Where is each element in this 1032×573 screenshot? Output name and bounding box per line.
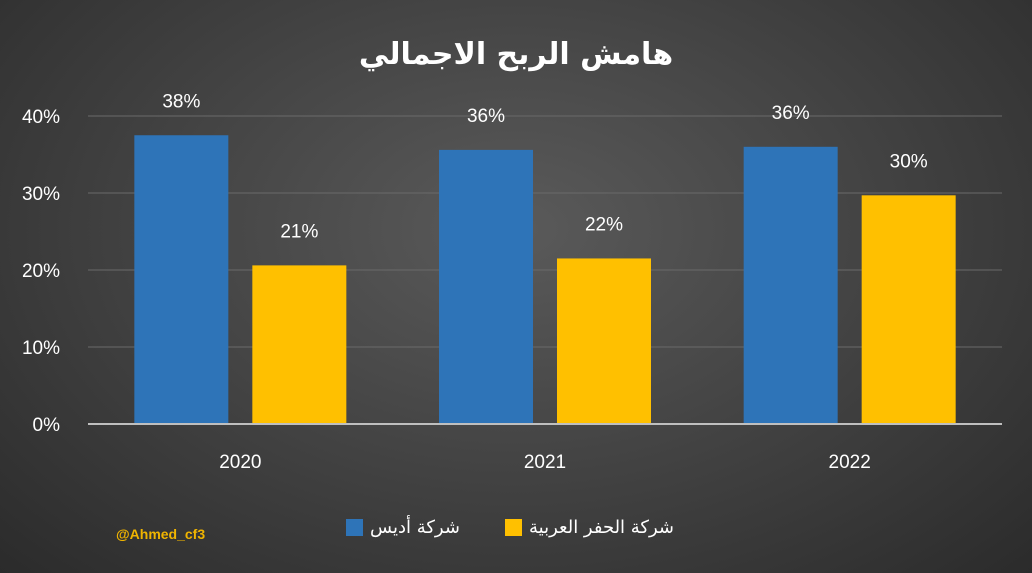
y-tick-label: 40%	[22, 107, 60, 128]
chart-title: هامش الربح الاجمالي	[359, 37, 673, 72]
x-axis-categories: 2020 2021 2022	[219, 452, 871, 473]
x-category-label: 2020	[219, 452, 261, 473]
y-tick-label: 30%	[22, 184, 60, 205]
bar-series-1-2022	[743, 146, 838, 425]
legend-swatch-series-1	[346, 519, 363, 536]
bar-series-2-2020	[252, 265, 347, 424]
legend-label-series-1: شركة أديس	[370, 515, 460, 538]
legend: شركة أديس شركة الحفر العربية	[346, 515, 674, 538]
data-label-series-2-2021: 22%	[585, 214, 623, 235]
bar-series-2-2021	[557, 258, 651, 424]
y-tick-label: 20%	[22, 261, 60, 282]
x-category-label: 2021	[524, 452, 566, 473]
data-label-series-2-2022: 30%	[890, 151, 928, 172]
data-label-series-1-2022: 36%	[772, 103, 810, 124]
bar-series-2-2022	[861, 195, 956, 424]
data-label-series-1-2020: 38%	[162, 91, 200, 112]
y-tick-label: 10%	[22, 338, 60, 359]
legend-label-series-2: شركة الحفر العربية	[529, 517, 674, 538]
x-category-label: 2022	[829, 452, 871, 473]
bars	[134, 135, 956, 425]
legend-swatch-series-2	[505, 519, 522, 536]
bar-series-1-2020	[134, 135, 229, 424]
data-label-series-1-2021: 36%	[467, 106, 505, 127]
y-tick-label: 0%	[33, 415, 61, 436]
bar-series-1-2021	[439, 149, 533, 424]
gridlines	[88, 115, 1002, 348]
data-label-series-2-2020: 21%	[280, 221, 318, 242]
author-credit: @Ahmed_cf3	[116, 526, 205, 542]
data-labels: 38% 21% 36% 22% 36% 30%	[162, 91, 927, 242]
y-axis-ticks: 0% 10% 20% 30% 40%	[22, 107, 60, 436]
